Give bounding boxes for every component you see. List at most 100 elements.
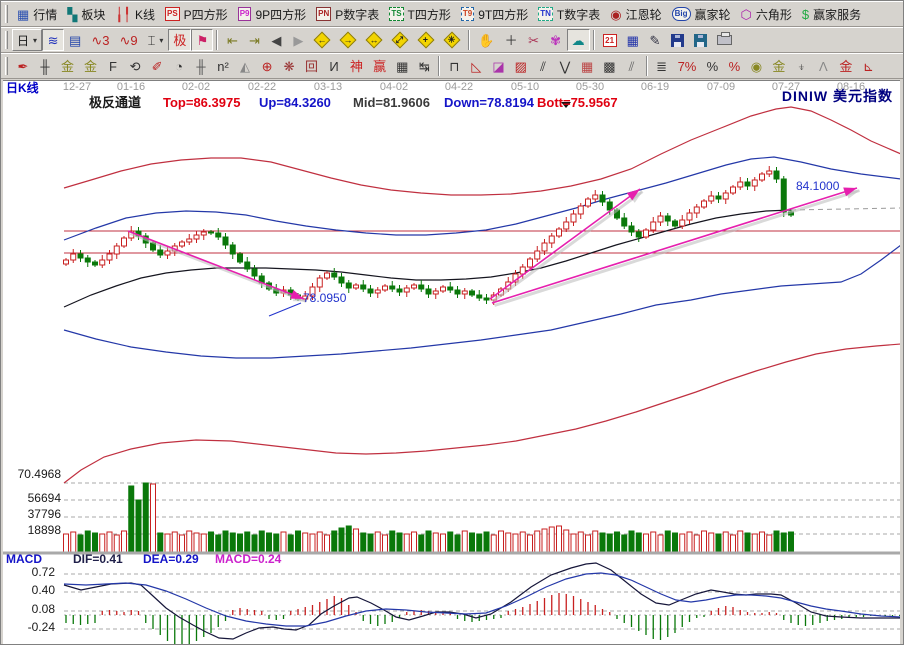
- next-bar-button[interactable]: ▶: [287, 29, 309, 51]
- trend-icon-button[interactable]: ≋: [42, 29, 65, 51]
- diamond-right-button[interactable]: →: [335, 29, 361, 51]
- menu-t-square[interactable]: TS T四方形: [384, 3, 456, 25]
- draw-parallel-lines-tool[interactable]: ⫽: [621, 55, 643, 77]
- draw-span-arrows-tool[interactable]: ↹: [413, 55, 435, 77]
- menu-quotes[interactable]: ▦ 行情: [12, 3, 62, 25]
- draw-n-quote-tool-icon: И: [329, 58, 339, 74]
- candle-style-button[interactable]: ⌶ ▾: [143, 29, 169, 51]
- bars-9-icon-button[interactable]: ∿9: [114, 29, 142, 51]
- draw-gann-box-tool[interactable]: ⊓: [443, 55, 465, 77]
- draw-pen-tool[interactable]: ✒: [12, 55, 34, 77]
- menu-t-table[interactable]: TN T数字表: [533, 3, 605, 25]
- macd-tick-label: -0.24: [27, 620, 55, 634]
- price-annotation: 84.1000: [796, 179, 840, 193]
- draw-gann-gold-2-tool[interactable]: 金: [79, 55, 102, 77]
- draw-speed-lines-tool[interactable]: ⫽: [532, 55, 554, 77]
- draw-n-quote-tool[interactable]: И: [323, 55, 345, 77]
- prev-bar-button[interactable]: ◀: [265, 29, 287, 51]
- print-button[interactable]: [712, 29, 737, 51]
- calculator-button[interactable]: ▦: [622, 29, 644, 51]
- draw-fibonacci-tool[interactable]: F: [102, 55, 124, 77]
- draw-grid-red-tool[interactable]: ▦: [576, 55, 598, 77]
- draw-grid-dark-tool[interactable]: ▩: [598, 55, 620, 77]
- draw-ruler-ticks-tool[interactable]: ╫: [34, 55, 56, 77]
- calendar-button[interactable]: 21: [598, 29, 622, 51]
- menu-p-table[interactable]: PN P数字表: [311, 3, 384, 25]
- draw-ruler-123-tool[interactable]: ▦: [391, 55, 413, 77]
- draw-n-squared-tool[interactable]: n²: [212, 55, 234, 77]
- date-tick-label: 04-22: [444, 81, 474, 93]
- diamond-star-button[interactable]: ✳: [439, 29, 465, 51]
- draw-fan-box-magenta-tool[interactable]: ◪: [487, 55, 509, 77]
- toolbar-grip[interactable]: [5, 31, 8, 49]
- draw-cycle-clock-tool[interactable]: ◔: [168, 55, 190, 77]
- draw-v-lines-tool[interactable]: ⋁: [554, 55, 576, 77]
- draw-candle-flag-tool[interactable]: ⍖: [790, 55, 812, 77]
- menu-winner-wheel[interactable]: Big 赢家轮: [667, 3, 736, 25]
- toolbar-grip[interactable]: [5, 57, 8, 75]
- angle-tool-button[interactable]: ✂: [523, 29, 545, 51]
- menu-gann-wheel[interactable]: ◉ 江恩轮: [605, 3, 666, 25]
- draw-ying-tool[interactable]: 赢: [368, 55, 391, 77]
- diamond-left-button[interactable]: ←: [309, 29, 335, 51]
- dropdown-caret-icon: ▾: [159, 35, 164, 45]
- menu-sectors[interactable]: ▚ 板块: [62, 3, 110, 25]
- draw-fan-red-tool[interactable]: ◺: [465, 55, 487, 77]
- menu-p-square[interactable]: PS P四方形: [160, 3, 233, 25]
- diamond-hspan-button[interactable]: ↔: [361, 29, 387, 51]
- draw-spiral-tool[interactable]: ⟲: [124, 55, 146, 77]
- draw-ticks-tool[interactable]: ╫: [190, 55, 212, 77]
- menu-hexagon[interactable]: ⬡ 六角形: [736, 3, 797, 25]
- diamond-plus-button[interactable]: +: [413, 29, 439, 51]
- draw-gold-line-tool[interactable]: 金: [767, 55, 790, 77]
- draw-wave-a-tool[interactable]: Ʌ: [812, 55, 834, 77]
- draw-shen-tool[interactable]: 神: [345, 55, 368, 77]
- pane-separator[interactable]: [3, 551, 900, 555]
- draw-circle-gold-tool[interactable]: ◉: [745, 55, 767, 77]
- last-bar-button[interactable]: ⇥: [243, 29, 265, 51]
- ji-channel-button[interactable]: 极: [168, 29, 192, 51]
- volume-tick-label: 56694: [27, 491, 61, 505]
- menu-p-square-label: P四方形: [183, 7, 228, 22]
- document-icon-button[interactable]: ▤: [64, 29, 86, 51]
- draw-pen-ruler-tool[interactable]: ✐: [146, 55, 168, 77]
- draw-gold-line-2-tool[interactable]: 金: [834, 55, 857, 77]
- ribbon-tool-button[interactable]: ✾: [545, 29, 567, 51]
- menu-9p-square[interactable]: P9 9P四方形: [233, 3, 311, 25]
- period-button[interactable]: 日 ▾: [12, 29, 43, 51]
- notes-button[interactable]: ✎: [644, 29, 666, 51]
- indicator-down-value: Down=78.8194: [444, 95, 534, 110]
- crosshair-tool-button[interactable]: ＋: [500, 29, 523, 51]
- nav-toolbar: 日 ▾ ≋ ▤ ∿3 ∿9 ⌶ ▾ 极 ⚑ ⇤ ⇥ ◀ ▶ ← → ↔ ⤢ + ✳ ✋ ＋ ✂ ✾ ☁ 21 ▦ ✎: [1, 27, 903, 53]
- draw-percent-tool[interactable]: %: [701, 55, 723, 77]
- date-tick-label: 01-16: [116, 81, 146, 93]
- menu-kline[interactable]: ╽╿ K线: [110, 3, 160, 25]
- draw-angle-j-tool[interactable]: ⊾: [857, 55, 879, 77]
- draw-angle-a-tool[interactable]: ◭: [234, 55, 256, 77]
- draw-percent-7-tool[interactable]: 7%: [673, 55, 702, 77]
- hand-tool-button[interactable]: ✋: [473, 29, 499, 51]
- date-tick-label: 06-19: [640, 81, 670, 93]
- bars-3-icon-button[interactable]: ∿3: [86, 29, 114, 51]
- menu-9t-square[interactable]: T9 9T四方形: [456, 3, 533, 25]
- menu-winner-service[interactable]: $ 赢家服务: [797, 3, 866, 25]
- flag-marker-button[interactable]: ⚑: [191, 29, 214, 51]
- draw-spider-web-tool[interactable]: ❋: [278, 55, 300, 77]
- draw-percent-7-tool-icon: 7%: [677, 58, 697, 74]
- draw-crosshair-circle-tool[interactable]: ⊕: [256, 55, 278, 77]
- draw-price-scale-tool[interactable]: ≣: [651, 55, 673, 77]
- first-bar-button[interactable]: ⇤: [221, 29, 243, 51]
- cloud-tool-button[interactable]: ☁: [566, 29, 590, 51]
- draw-square-spiral-tool[interactable]: 回: [300, 55, 323, 77]
- draw-fan-box-red-tool[interactable]: ▨: [510, 55, 532, 77]
- chart-canvas[interactable]: [3, 81, 900, 645]
- toolbar-grip[interactable]: [5, 5, 8, 23]
- save-button[interactable]: [666, 29, 689, 51]
- macd-tick-label: 0.08: [31, 602, 55, 616]
- dropdown-caret-icon: ▾: [33, 35, 38, 45]
- draw-spiral-tool-icon: ⟲: [129, 58, 141, 74]
- draw-percent-line-tool[interactable]: %: [723, 55, 745, 77]
- draw-gann-gold-1-tool[interactable]: 金: [56, 55, 79, 77]
- diamond-expand-button[interactable]: ⤢: [387, 29, 413, 51]
- save-web-button[interactable]: [689, 29, 712, 51]
